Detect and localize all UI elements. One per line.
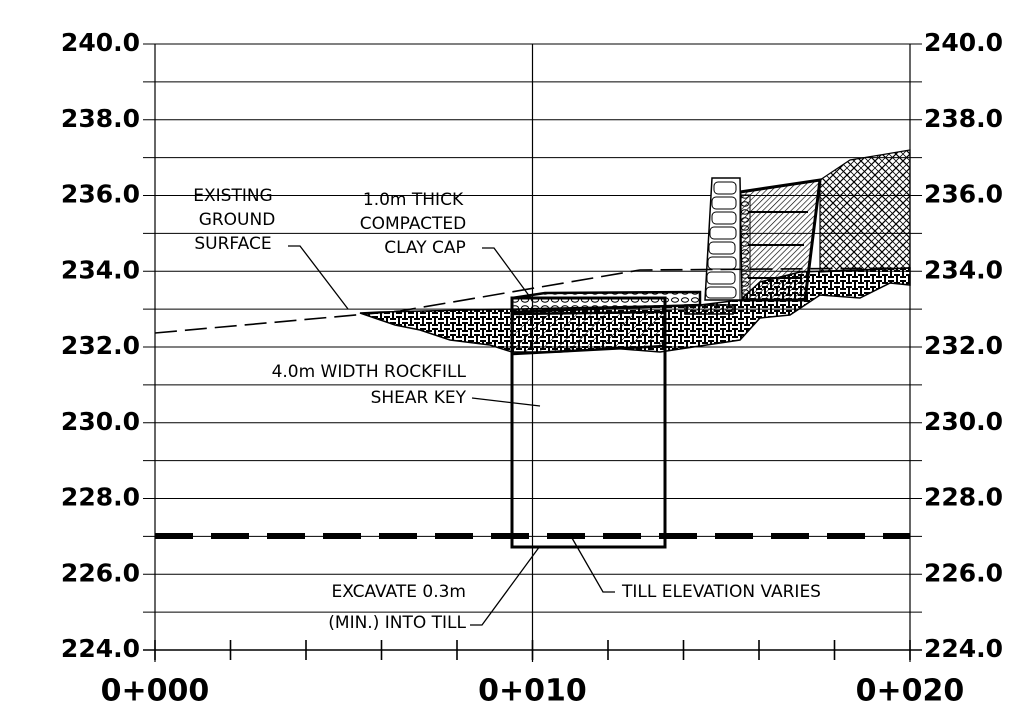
elevation-label: 226.0	[924, 558, 1003, 587]
elevation-label: 232.0	[924, 331, 1003, 360]
cross-section: 240.0 240.0 238.0 238.0 236.0 236.0 234.0 234.0…	[0, 0, 1018, 719]
annotation: GROUND	[199, 210, 276, 230]
annotation: CLAY CAP	[384, 238, 466, 258]
key-cap	[512, 312, 665, 354]
elevation-label: 238.0	[61, 104, 140, 133]
elevation-label: 230.0	[61, 407, 140, 436]
elevation-label: 238.0	[924, 104, 1003, 133]
annotation: (MIN.) INTO TILL	[328, 613, 466, 633]
elevation-label: 226.0	[61, 558, 140, 587]
elevation-label: 228.0	[61, 483, 140, 512]
fill-slope	[820, 150, 910, 272]
drain-gravel	[740, 195, 750, 300]
station-label: 0+000	[101, 674, 210, 709]
station-label: 0+010	[478, 674, 587, 709]
annotation: COMPACTED	[360, 214, 467, 234]
station-label: 0+020	[856, 674, 965, 709]
elevation-label: 240.0	[924, 28, 1003, 57]
annotation: SURFACE	[194, 234, 271, 254]
drain-pad	[685, 305, 733, 314]
annotation: EXCAVATE 0.3m	[331, 582, 466, 602]
elevation-label: 228.0	[924, 483, 1003, 512]
elevation-label: 230.0	[924, 407, 1003, 436]
elevation-label: 236.0	[924, 180, 1003, 209]
elevation-label: 224.0	[924, 634, 1003, 663]
elevation-label: 234.0	[924, 255, 1003, 284]
annotation: 4.0m WIDTH ROCKFILL	[272, 362, 467, 382]
elevation-label: 234.0	[61, 255, 140, 284]
annotation: SHEAR KEY	[371, 388, 467, 408]
gabion-block	[740, 180, 820, 300]
elevation-label: 240.0	[61, 28, 140, 57]
annotation: 1.0m THICK	[363, 190, 464, 210]
annotation: EXISTING	[193, 186, 272, 206]
elevation-label: 224.0	[61, 634, 140, 663]
annotation: TILL ELEVATION VARIES	[621, 582, 821, 602]
elevation-label: 232.0	[61, 331, 140, 360]
elevation-label: 236.0	[61, 180, 140, 209]
